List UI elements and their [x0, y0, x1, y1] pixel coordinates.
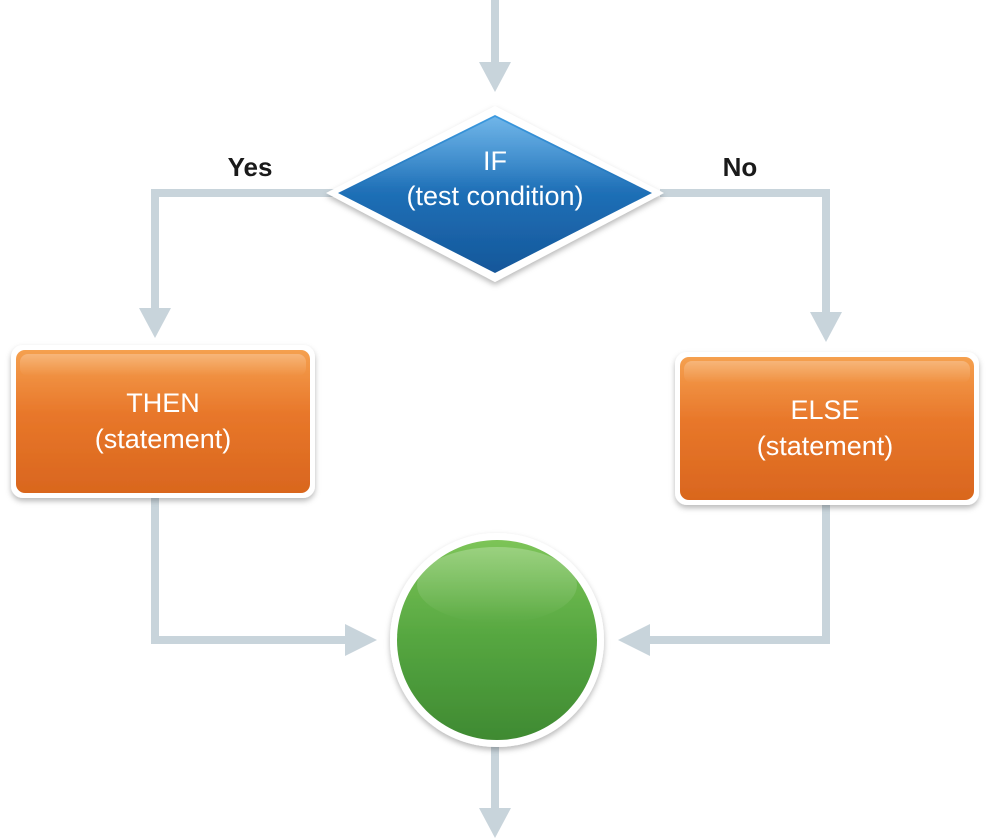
- else-box: [680, 357, 974, 500]
- then-box-gloss: [20, 354, 306, 376]
- arrowhead-yes: [139, 308, 171, 338]
- decision-line2: (test condition): [406, 181, 583, 211]
- arrowhead-no: [810, 312, 842, 342]
- then-line2: (statement): [95, 424, 232, 454]
- else-line2: (statement): [757, 431, 894, 461]
- end-node: [390, 533, 604, 747]
- end-circle-gloss: [417, 547, 577, 623]
- then-box: [16, 350, 310, 493]
- decision-diamond-fill: [338, 115, 652, 273]
- else-box-gloss: [684, 361, 970, 383]
- arrowhead-exit: [479, 808, 511, 838]
- no-label: No: [723, 152, 758, 182]
- else-line1: ELSE: [790, 395, 859, 425]
- connector-no: [660, 189, 830, 322]
- then-line1: THEN: [126, 388, 200, 418]
- arrowhead-then-merge: [345, 624, 377, 656]
- connectors: [139, 0, 842, 838]
- decision-line1: IF: [483, 146, 507, 176]
- decision-diamond-gloss: [350, 117, 640, 189]
- then-node: [11, 345, 315, 498]
- decision-node: [326, 106, 664, 282]
- arrowhead-else-merge: [618, 624, 650, 656]
- arrowhead-entry: [479, 62, 511, 92]
- connector-else-merge: [640, 505, 830, 644]
- connector-then-merge: [151, 498, 355, 644]
- else-node: [675, 352, 979, 505]
- connector-yes: [151, 189, 335, 318]
- yes-label: Yes: [228, 152, 273, 182]
